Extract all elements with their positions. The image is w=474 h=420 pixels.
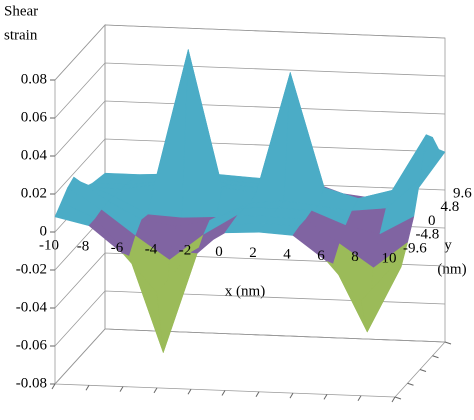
y-tick-label: -9.6 bbox=[403, 240, 427, 256]
x-tick bbox=[85, 385, 90, 391]
y-tick bbox=[407, 382, 414, 386]
y-tick bbox=[444, 341, 452, 345]
x-tick bbox=[221, 390, 226, 396]
grid-line bbox=[54, 328, 446, 385]
x-tick bbox=[357, 395, 362, 401]
x-tick-label: -10 bbox=[39, 237, 59, 253]
x-tick bbox=[391, 396, 396, 403]
surface-cell bbox=[283, 72, 325, 207]
x-tick bbox=[187, 388, 192, 395]
grid-line bbox=[54, 100, 446, 157]
z-tick-label: -0.02 bbox=[16, 261, 47, 277]
x-tick-label: 6 bbox=[317, 248, 325, 264]
x-tick-label: -6 bbox=[111, 240, 124, 256]
z-tick-label: -0.04 bbox=[16, 299, 48, 315]
y-tick bbox=[432, 355, 439, 359]
x-tick-label: 8 bbox=[351, 249, 359, 265]
grid-line bbox=[54, 138, 446, 195]
x-tick-label: 2 bbox=[249, 245, 257, 261]
surface-cell bbox=[360, 263, 402, 333]
y-tick-label: 4.8 bbox=[441, 199, 460, 215]
x-tick-label: 10 bbox=[382, 250, 397, 266]
x-tick-label: 4 bbox=[283, 247, 291, 263]
z-tick-label: 0.06 bbox=[21, 109, 48, 125]
y-tick bbox=[419, 369, 427, 372]
x-tick-label: -8 bbox=[77, 239, 90, 255]
x-tick-label: -4 bbox=[145, 241, 158, 257]
y-tick-label: 0 bbox=[428, 213, 436, 229]
z-tick-label: 0.08 bbox=[21, 71, 47, 87]
x-tick bbox=[323, 394, 328, 400]
y-axis-label: (nm) bbox=[437, 261, 466, 277]
z-tick-label: -0.08 bbox=[16, 375, 47, 391]
y-axis-label: y bbox=[444, 237, 452, 253]
y-tick bbox=[394, 396, 402, 400]
grid-line bbox=[54, 62, 446, 119]
surface-cell bbox=[147, 49, 189, 219]
z-tick-label: -0.06 bbox=[16, 337, 48, 353]
grid-line bbox=[54, 290, 446, 347]
z-axis-label: strain bbox=[4, 27, 38, 43]
z-axis-label: Shear bbox=[4, 3, 38, 19]
y-tick-label: -4.8 bbox=[416, 227, 440, 243]
surface-cell bbox=[230, 214, 272, 225]
z-tick-label: 0 bbox=[40, 223, 48, 239]
x-tick-label: 0 bbox=[215, 244, 223, 260]
x-tick bbox=[51, 383, 56, 390]
x-tick bbox=[119, 386, 124, 392]
x-axis-label: x (nm) bbox=[225, 283, 265, 299]
y-tick-label: 9.6 bbox=[453, 185, 472, 201]
x-tick bbox=[255, 391, 260, 398]
surface-cell bbox=[181, 49, 223, 219]
z-tick-label: 0.04 bbox=[21, 147, 48, 163]
floor bbox=[54, 328, 446, 398]
x-tick bbox=[153, 387, 158, 394]
z-tick-label: 0.02 bbox=[21, 185, 47, 201]
x-tick bbox=[289, 392, 294, 399]
grid-line bbox=[54, 24, 446, 81]
x-tick-label: -2 bbox=[179, 243, 192, 259]
